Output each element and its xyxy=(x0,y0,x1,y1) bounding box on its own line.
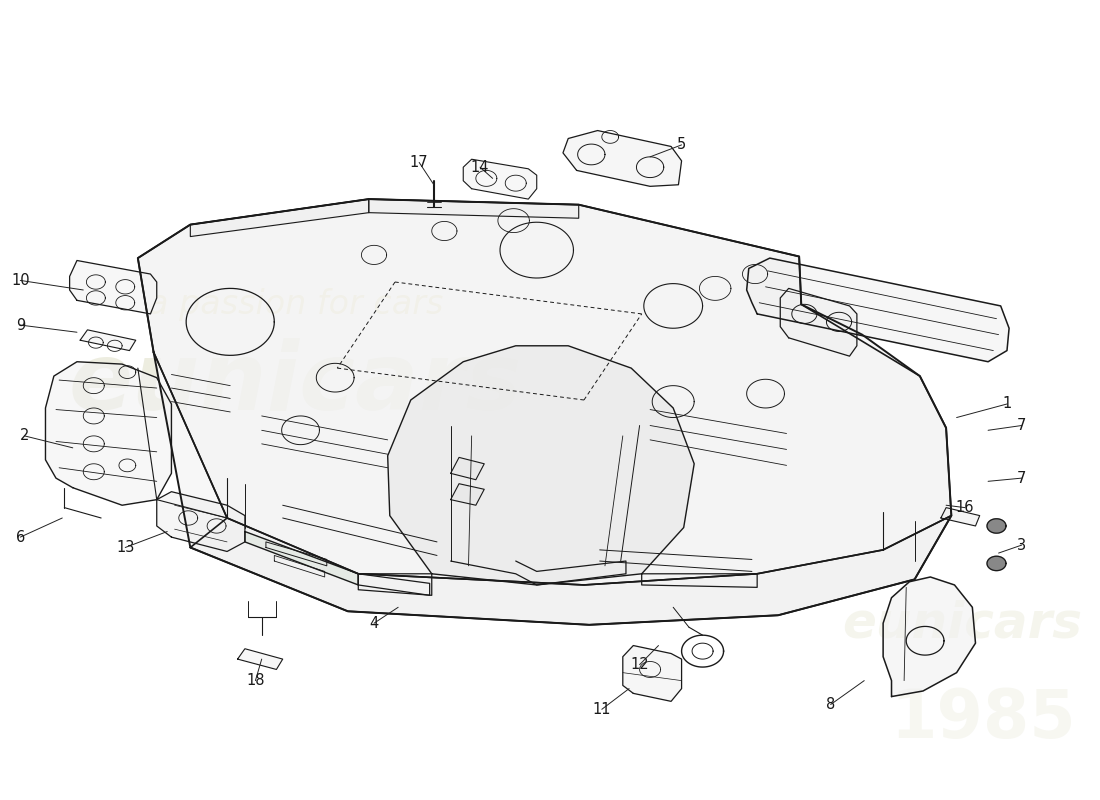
Text: 16: 16 xyxy=(956,500,975,515)
Text: 12: 12 xyxy=(630,657,649,672)
Text: 4: 4 xyxy=(370,616,378,630)
Text: 6: 6 xyxy=(15,530,25,545)
Polygon shape xyxy=(138,199,952,625)
Polygon shape xyxy=(156,492,245,551)
Polygon shape xyxy=(387,346,694,585)
Text: 2: 2 xyxy=(20,428,30,443)
Polygon shape xyxy=(190,515,951,625)
Polygon shape xyxy=(45,362,172,506)
Polygon shape xyxy=(138,199,952,585)
Text: 1985: 1985 xyxy=(890,686,1076,752)
Text: 1: 1 xyxy=(1002,397,1012,411)
Text: eunicars: eunicars xyxy=(68,338,522,430)
Polygon shape xyxy=(883,577,976,697)
Text: 3: 3 xyxy=(1018,538,1026,553)
Polygon shape xyxy=(940,508,980,526)
Polygon shape xyxy=(69,261,156,314)
Text: 10: 10 xyxy=(11,273,30,288)
Polygon shape xyxy=(987,556,1005,570)
Polygon shape xyxy=(451,458,484,480)
Text: 8: 8 xyxy=(826,697,835,712)
Polygon shape xyxy=(987,518,1005,533)
Polygon shape xyxy=(80,330,135,350)
Text: 14: 14 xyxy=(471,160,490,174)
Polygon shape xyxy=(368,199,579,218)
Polygon shape xyxy=(238,649,283,670)
Text: 11: 11 xyxy=(593,702,612,717)
Text: 9: 9 xyxy=(15,318,25,333)
Text: 7: 7 xyxy=(1018,418,1026,433)
Polygon shape xyxy=(451,484,484,506)
Text: 13: 13 xyxy=(117,540,134,555)
Polygon shape xyxy=(623,646,682,702)
Text: eunicars: eunicars xyxy=(842,599,1082,647)
Polygon shape xyxy=(190,199,368,237)
Text: a passion for cars: a passion for cars xyxy=(147,288,443,321)
Polygon shape xyxy=(563,130,682,186)
Polygon shape xyxy=(463,159,537,199)
Text: 5: 5 xyxy=(676,138,686,152)
Text: 7: 7 xyxy=(1018,470,1026,486)
Text: 17: 17 xyxy=(410,155,429,170)
Text: 18: 18 xyxy=(246,673,265,688)
Polygon shape xyxy=(747,258,1009,362)
Polygon shape xyxy=(780,288,857,356)
Polygon shape xyxy=(245,531,359,585)
